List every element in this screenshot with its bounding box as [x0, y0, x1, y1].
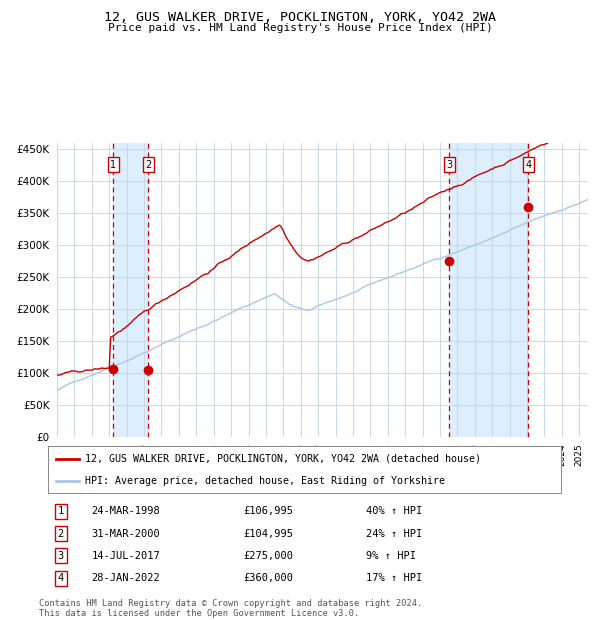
Text: 31-MAR-2000: 31-MAR-2000 [92, 528, 160, 539]
Text: 24-MAR-1998: 24-MAR-1998 [92, 506, 160, 516]
Text: Contains HM Land Registry data © Crown copyright and database right 2024.: Contains HM Land Registry data © Crown c… [39, 599, 422, 608]
Text: £106,995: £106,995 [243, 506, 293, 516]
Text: 40% ↑ HPI: 40% ↑ HPI [366, 506, 422, 516]
Text: 3: 3 [58, 551, 64, 561]
Text: 1: 1 [110, 160, 116, 170]
Text: 12, GUS WALKER DRIVE, POCKLINGTON, YORK, YO42 2WA: 12, GUS WALKER DRIVE, POCKLINGTON, YORK,… [104, 11, 496, 24]
Text: HPI: Average price, detached house, East Riding of Yorkshire: HPI: Average price, detached house, East… [85, 476, 445, 486]
Text: £360,000: £360,000 [243, 573, 293, 583]
Text: Price paid vs. HM Land Registry's House Price Index (HPI): Price paid vs. HM Land Registry's House … [107, 23, 493, 33]
Bar [449, 143, 529, 437]
Text: 2: 2 [145, 160, 152, 170]
Text: 12, GUS WALKER DRIVE, POCKLINGTON, YORK, YO42 2WA (detached house): 12, GUS WALKER DRIVE, POCKLINGTON, YORK,… [85, 454, 481, 464]
Text: This data is licensed under the Open Government Licence v3.0.: This data is licensed under the Open Gov… [39, 609, 359, 618]
Bar [113, 143, 148, 437]
Text: 28-JAN-2022: 28-JAN-2022 [92, 573, 160, 583]
Text: £275,000: £275,000 [243, 551, 293, 561]
Text: 14-JUL-2017: 14-JUL-2017 [92, 551, 160, 561]
Text: 24% ↑ HPI: 24% ↑ HPI [366, 528, 422, 539]
Text: 4: 4 [58, 573, 64, 583]
Text: 4: 4 [526, 160, 532, 170]
Text: 17% ↑ HPI: 17% ↑ HPI [366, 573, 422, 583]
Text: 3: 3 [446, 160, 452, 170]
Text: 1: 1 [58, 506, 64, 516]
Text: 9% ↑ HPI: 9% ↑ HPI [366, 551, 416, 561]
Text: £104,995: £104,995 [243, 528, 293, 539]
Text: 2: 2 [58, 528, 64, 539]
